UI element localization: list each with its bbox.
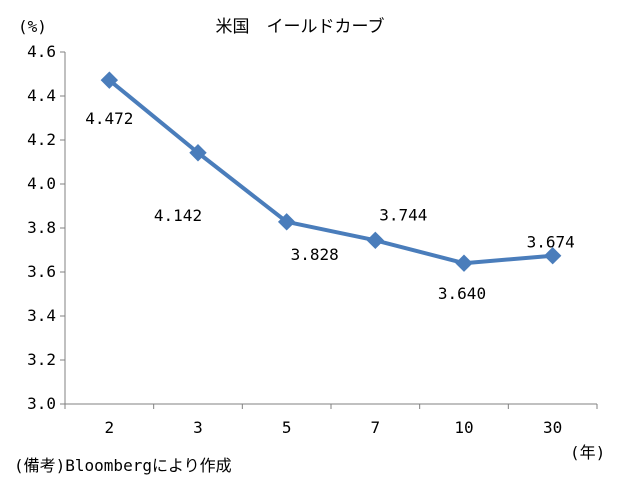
x-tick-label: 30	[543, 418, 562, 437]
x-tick-label: 7	[371, 418, 381, 437]
data-label: 3.828	[291, 245, 339, 264]
x-tick-labels: 2 3 5 7 10 30	[105, 418, 563, 437]
chart-title: 米国 イールドカーブ	[216, 16, 385, 37]
y-tick-labels: 3.0 3.2 3.4 3.6 3.8 4.0 4.2 4.4 4.6	[27, 42, 56, 413]
y-tick-label: 3.8	[27, 218, 56, 237]
y-tick-label: 3.6	[27, 262, 56, 281]
x-tick-label: 2	[105, 418, 115, 437]
data-labels: 4.472 4.142 3.828 3.744 3.640 3.674	[85, 109, 575, 303]
y-tick-label: 4.4	[27, 86, 56, 105]
source-note: (備考)Bloombergにより作成	[14, 456, 232, 475]
y-tick-label: 3.4	[27, 306, 56, 325]
y-tick-label: 4.2	[27, 130, 56, 149]
x-tick-label: 10	[454, 418, 473, 437]
y-tick-label: 4.6	[27, 42, 56, 61]
x-tick-label: 5	[282, 418, 292, 437]
y-tick-label: 3.2	[27, 350, 56, 369]
x-tick-label: 3	[193, 418, 203, 437]
data-label: 4.472	[85, 109, 133, 128]
data-point-marker	[455, 254, 473, 272]
y-axis-unit-label: (%)	[18, 17, 47, 36]
data-point-marker	[543, 247, 562, 265]
data-point-marker	[277, 213, 296, 231]
data-point-marker	[189, 144, 207, 162]
y-tick-label: 3.0	[27, 394, 56, 413]
series-group	[100, 71, 562, 272]
data-label: 3.640	[438, 284, 486, 303]
data-point-marker	[366, 231, 385, 250]
data-label: 4.142	[154, 206, 202, 225]
data-point-marker	[100, 71, 119, 89]
y-tick-label: 4.0	[27, 174, 56, 193]
x-axis-unit-label: (年)	[570, 443, 605, 462]
series-line	[108, 78, 553, 266]
axes	[60, 51, 598, 409]
data-label: 3.744	[379, 205, 427, 224]
data-label: 3.674	[527, 233, 575, 252]
